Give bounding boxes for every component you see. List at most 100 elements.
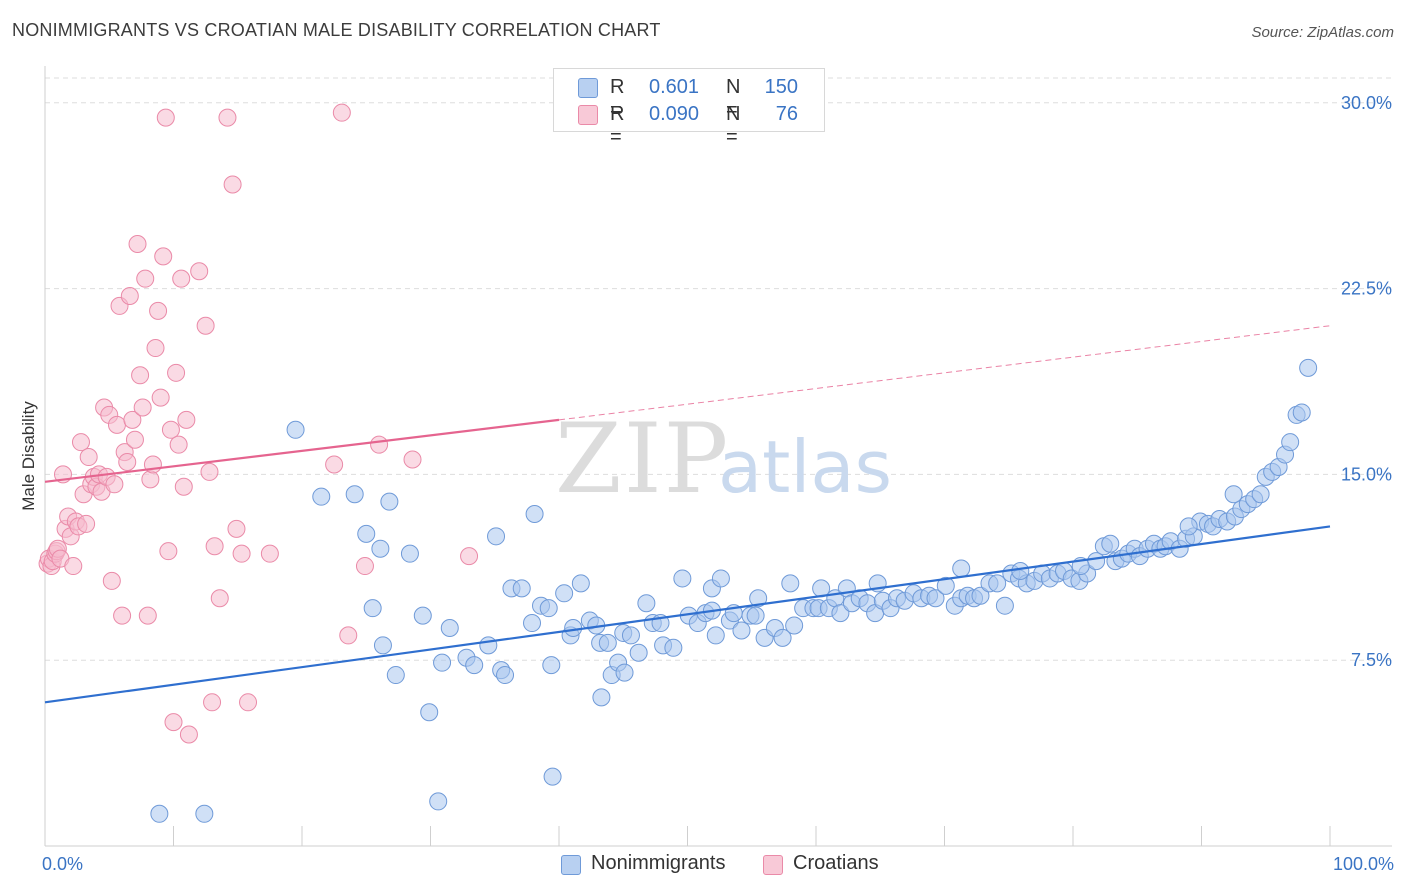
croatians-trend-line [44, 418, 560, 483]
croatians-point [210, 589, 229, 608]
y-tick-label: 15.0% [1341, 464, 1392, 484]
nonimmigrants-point [621, 626, 640, 645]
croatians-point [203, 693, 222, 712]
bottom-legend-swatch-blue [561, 855, 581, 875]
legend-swatch-blue [578, 78, 598, 98]
chart-source: Source: ZipAtlas.com [1251, 24, 1394, 41]
nonimmigrants-point [555, 584, 574, 603]
nonimmigrants-point [380, 492, 399, 511]
nonimmigrants-point [539, 599, 558, 618]
croatians-point [169, 435, 188, 454]
nonimmigrants-point [1179, 517, 1198, 536]
nonimmigrants-point [592, 688, 611, 707]
nonimmigrants-point [433, 653, 452, 672]
croatians-point [151, 388, 170, 407]
nonimmigrants-point [440, 618, 459, 637]
croatians-point [118, 453, 137, 471]
x-tick-label: 100.0% [1333, 854, 1394, 874]
bottom-legend-label: Nonimmigrants [591, 852, 726, 874]
croatians-point [146, 339, 165, 358]
y-tick-label: 30.0% [1341, 93, 1392, 113]
croatians-point [403, 450, 422, 469]
nonimmigrants-point [936, 576, 955, 595]
croatians-point [120, 287, 139, 306]
legend: R = 0.601 N = 150 R = 0.090 N = 76 [553, 68, 825, 148]
legend-n-label: N = [726, 103, 741, 148]
croatians-point [154, 247, 173, 266]
nonimmigrants-point [465, 656, 484, 675]
nonimmigrants-point [785, 616, 804, 635]
nonimmigrants-series [150, 358, 1318, 823]
croatians-point [370, 435, 389, 454]
croatians-point [239, 693, 258, 712]
axes [44, 66, 1392, 847]
croatians-point [177, 410, 196, 429]
nonimmigrants-point [286, 420, 305, 439]
croatians-point [227, 519, 246, 538]
nonimmigrants-point [400, 544, 419, 563]
nonimmigrants-point [487, 527, 506, 546]
croatians-point [260, 544, 279, 563]
croatians-point [71, 433, 90, 452]
croatians-point [332, 103, 351, 122]
nonimmigrants-point [673, 569, 692, 588]
croatians-point [64, 557, 83, 576]
nonimmigrants-point [1292, 403, 1311, 422]
x-tick-label: 0.0% [42, 854, 83, 874]
nonimmigrants-point [429, 792, 448, 811]
y-axis-label: Male Disability [19, 401, 38, 511]
nonimmigrants-point [773, 628, 792, 647]
croatians-point [156, 108, 175, 127]
croatians-point [102, 571, 121, 590]
nonimmigrants-point [1299, 358, 1318, 377]
nonimmigrants-point [571, 574, 590, 593]
nonimmigrants-point [496, 666, 515, 685]
croatians-point [77, 514, 96, 533]
nonimmigrants-point [363, 599, 382, 618]
croatians-point [232, 544, 251, 563]
nonimmigrants-point [195, 804, 214, 823]
croatians-point [131, 366, 150, 385]
nonimmigrants-point [615, 663, 634, 682]
bottom-legend-swatch-pink [763, 855, 783, 875]
croatians-point [133, 398, 152, 417]
croatians-point [205, 537, 224, 556]
croatians-point [149, 301, 168, 320]
nonimmigrants-point [988, 574, 1007, 593]
legend-swatch-pink [578, 105, 598, 125]
tick-labels: 7.5% 15.0% 22.5% 30.0% 0.0% 100.0% [42, 93, 1394, 874]
nonimmigrants-point [357, 524, 376, 543]
nonimmigrants-point [420, 703, 439, 722]
legend-r-value: 0.601 [649, 76, 700, 98]
nonimmigrants-point [732, 621, 751, 640]
nonimmigrants-point [664, 638, 683, 657]
nonimmigrants-point [1101, 534, 1120, 553]
croatians-point [161, 420, 180, 439]
nonimmigrants-point [1087, 552, 1106, 571]
croatians-point [196, 316, 215, 335]
nonimmigrants-point [525, 505, 544, 524]
nonimmigrants-point [1224, 485, 1243, 504]
nonimmigrants-point [598, 633, 617, 652]
croatians-point [159, 542, 178, 561]
watermark-zip: ZIP [555, 403, 730, 515]
y-tick-label: 7.5% [1351, 650, 1392, 670]
legend-n-value: 76 [775, 103, 798, 125]
croatians-point [79, 448, 98, 467]
croatians-point [113, 606, 132, 625]
croatians-point [164, 713, 183, 732]
croatians-point [128, 234, 147, 253]
nonimmigrants-point [706, 626, 725, 645]
croatians-point [107, 415, 126, 434]
nonimmigrants-point [995, 596, 1014, 615]
nonimmigrants-point [345, 485, 364, 504]
nonimmigrants-trend-line [44, 525, 1331, 704]
trend-lines [44, 325, 1331, 704]
croatians-point [138, 606, 157, 625]
nonimmigrants-point [542, 656, 561, 675]
croatians-point [123, 410, 142, 429]
croatians-point [223, 175, 242, 194]
nonimmigrants-point [831, 604, 850, 623]
nonimmigrants-point [711, 569, 730, 588]
